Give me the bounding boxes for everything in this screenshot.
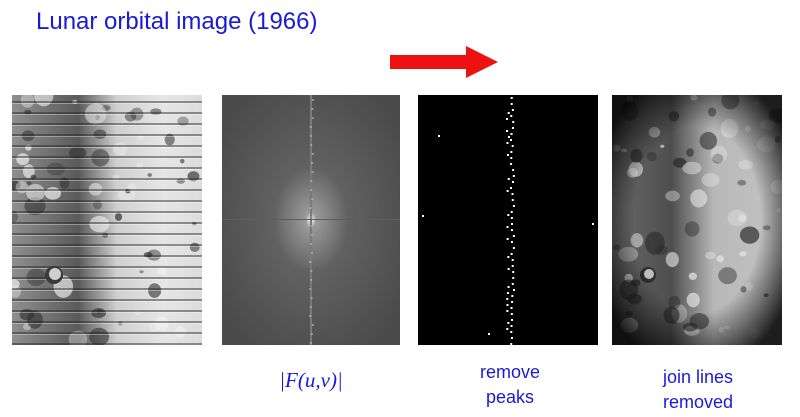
lunar-restored-image [612,95,782,345]
join-lines-line-1: join lines [662,367,734,387]
filtered-mask-image [418,95,598,345]
right-arrow-icon [390,46,498,78]
join-lines-caption: join lines removed [616,365,780,415]
fourier-caption-line: |F(u,v)| [279,368,343,392]
join-lines-line-2: removed [662,392,734,412]
remove-peaks-line-1: remove [479,362,541,382]
lunar-original-image [12,95,202,345]
fourier-caption: |F(u,v)| [222,368,400,393]
fourier-spectrum-image [222,95,400,345]
remove-peaks-line-2: peaks [485,387,535,407]
remove-peaks-caption: remove peaks [440,360,580,410]
slide-title: Lunar orbital image (1966) [36,8,318,35]
